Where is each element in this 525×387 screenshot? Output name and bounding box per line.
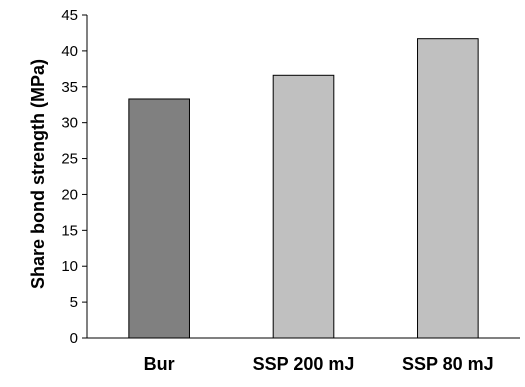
x-category-label: Bur xyxy=(144,354,175,374)
y-tick-label: 20 xyxy=(61,186,78,203)
bar-ssp-200-mj xyxy=(272,74,335,339)
bar-bur xyxy=(128,98,190,339)
bar-ssp-80-mj xyxy=(417,38,479,339)
y-tick-label: 5 xyxy=(70,294,78,311)
y-axis-ticks: 0 5 10 15 20 25 30 35 40 45 xyxy=(61,7,87,347)
bars-group xyxy=(128,38,479,339)
y-tick-label: 10 xyxy=(61,258,78,275)
y-tick-label: 0 xyxy=(70,330,78,347)
x-category-label: SSP 200 mJ xyxy=(253,354,355,374)
y-tick-label: 40 xyxy=(61,43,78,60)
y-tick-label: 45 xyxy=(61,7,78,24)
y-tick-label: 25 xyxy=(61,151,78,168)
x-axis-labels: Bur SSP 200 mJ SSP 80 mJ xyxy=(144,354,494,374)
y-tick-label: 35 xyxy=(61,79,78,96)
x-category-label: SSP 80 mJ xyxy=(402,354,494,374)
y-tick-label: 15 xyxy=(61,222,78,239)
y-tick-label: 30 xyxy=(61,115,78,132)
y-axis-title: Share bond strength (MPa) xyxy=(28,59,48,289)
